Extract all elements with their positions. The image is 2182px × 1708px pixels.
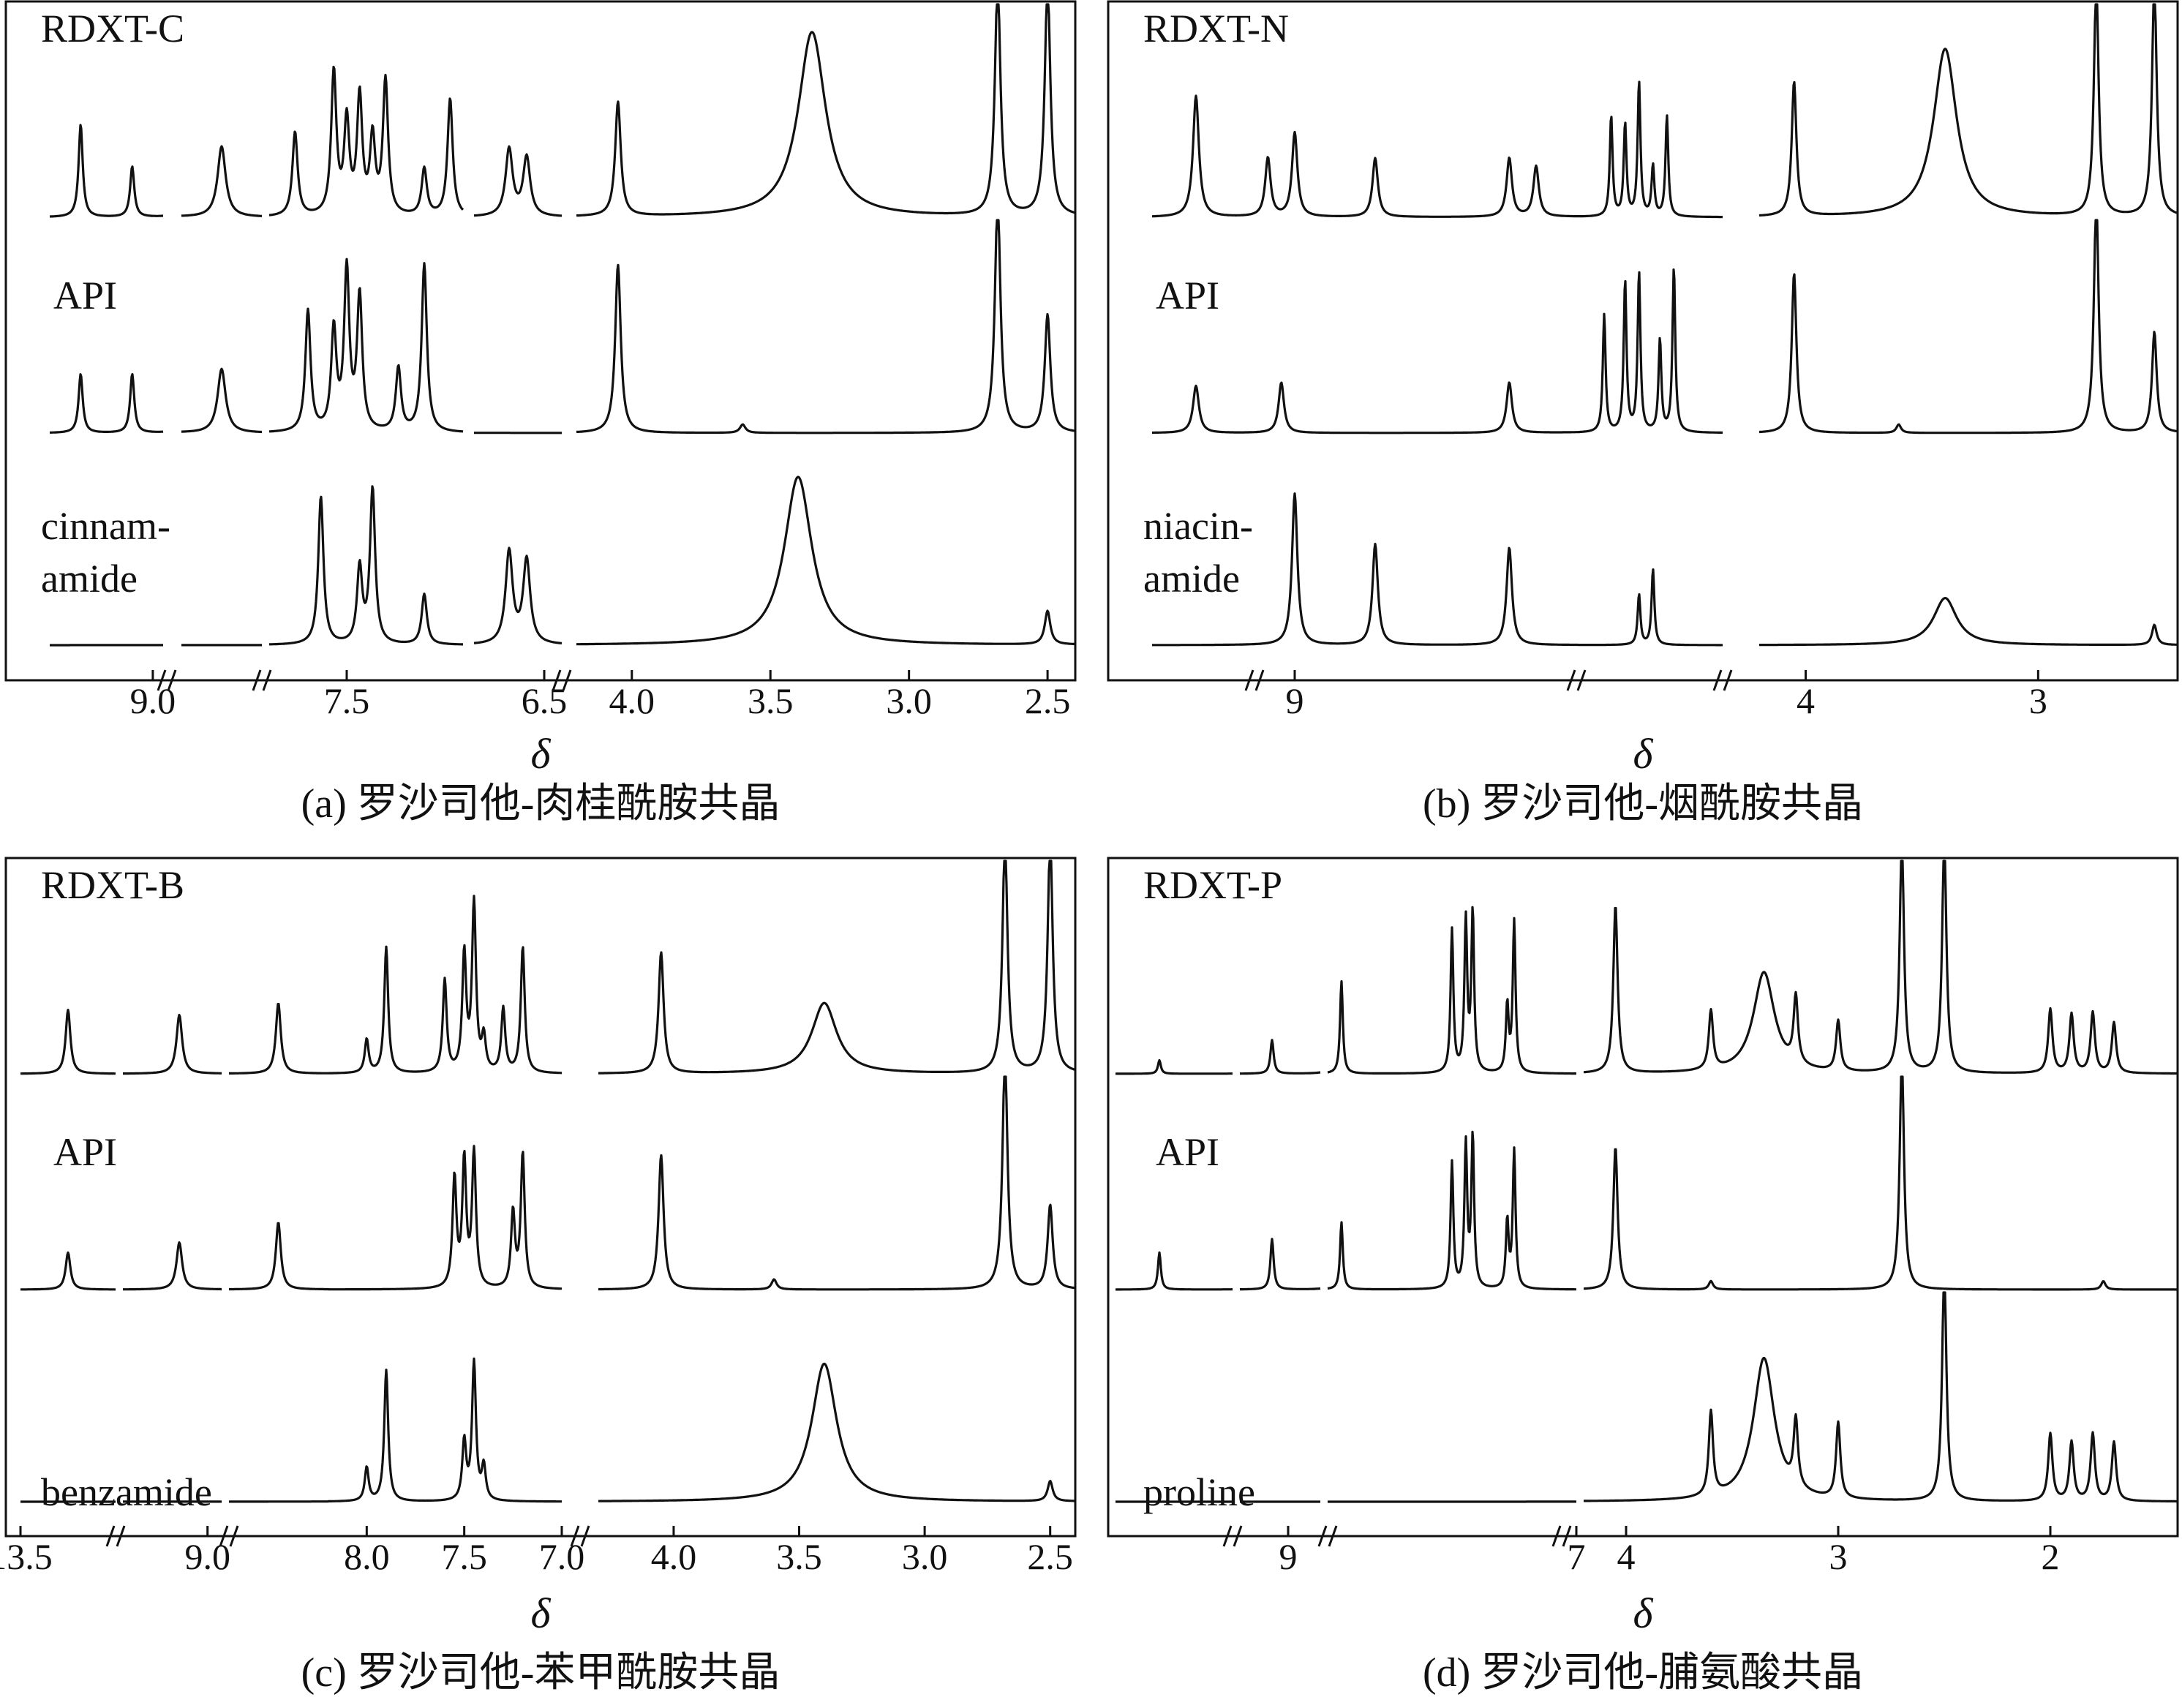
x-tick-label: 4 [1797, 680, 1815, 721]
x-tick-label: 9.0 [184, 1536, 230, 1577]
spectrum-trace-2 [49, 219, 1076, 434]
panel-d: RDXT-P API proline 2 3 47 9 δ (d) 罗沙司他-脯氨酸共晶 [1107, 857, 2179, 1696]
plot-area: RDXT-B API benzamide 13.5 9.0 8.0 7.5 7.0 4.0 3.5… [0, 859, 1076, 1577]
x-tick-label: 13.5 [0, 1536, 53, 1577]
spectrum-trace-2 [1115, 1075, 2178, 1291]
spectrum-trace-1 [20, 859, 1076, 1075]
x-tick-label: 6.5 [522, 680, 568, 721]
axis-break [552, 669, 572, 691]
series-label: RDXT-P [1143, 863, 1282, 907]
axis-break [1244, 669, 1265, 691]
x-tick-label: 7.0 [539, 1536, 585, 1577]
x-tick-label: 4 [1617, 1536, 1636, 1577]
spectrum-trace-2 [20, 1075, 1076, 1291]
x-tick-label: 4.0 [609, 680, 655, 721]
series-label: API [53, 1130, 117, 1174]
panel-caption: (b) 罗沙司他-烟酰胺共晶 [1423, 781, 1863, 827]
panel-a: RDXT-C API cinnam-amide 9.0 7.5 6.5 4.0 3.5 3.0 2… [4, 0, 1077, 827]
series-label: benzamide [41, 1470, 212, 1514]
axis-break [1222, 1525, 1243, 1547]
x-tick-label: 3.5 [776, 1536, 822, 1577]
series-label: RDXT-N [1143, 7, 1289, 50]
x-tick-label: 7.5 [441, 1536, 487, 1577]
axis-break [1551, 1525, 1572, 1547]
x-tick-label: 9 [1279, 1536, 1298, 1577]
axis-break [252, 669, 272, 691]
series-label: RDXT-C [41, 7, 184, 50]
series-label: cinnam- [41, 504, 170, 548]
series-label-cont: amide [41, 557, 138, 601]
x-axis-label: δ [531, 730, 552, 778]
x-tick-label: 2 [2042, 1536, 2060, 1577]
x-tick-label: 8.0 [344, 1536, 390, 1577]
series-label: RDXT-B [41, 863, 184, 907]
plot-frame [1107, 0, 2179, 682]
spectrum-trace-1 [1115, 859, 2178, 1075]
plot-area: RDXT-C API cinnam-amide 9.0 7.5 6.5 4.0 3.5 3.0 2… [41, 3, 1076, 721]
spectrum-trace-3 [1151, 492, 2178, 647]
spectrum-trace-3 [49, 475, 1076, 647]
x-tick-label: 4.0 [651, 1536, 697, 1577]
x-tick-label: 3 [1829, 1536, 1848, 1577]
spectrum-trace-1 [1151, 3, 2178, 219]
series-label: proline [1143, 1470, 1255, 1514]
x-tick-label: 2.5 [1025, 680, 1071, 721]
plot-frame [4, 857, 1077, 1538]
x-tick-label: 2.5 [1027, 1536, 1073, 1577]
series-label: API [1156, 1130, 1219, 1174]
panel-caption: (d) 罗沙司他-脯氨酸共晶 [1423, 1650, 1863, 1696]
plot-frame [4, 0, 1077, 682]
axis-break [1317, 1525, 1338, 1547]
panel-b: RDXT-N API niacin-amide 3 4 9 δ(b) 罗沙司他-烟酰胺共晶 [1107, 0, 2179, 827]
x-axis-label: δ [1633, 1590, 1654, 1637]
x-tick-label: 3.0 [886, 680, 932, 721]
x-tick-label: 7 [1568, 1536, 1586, 1577]
axis-break [105, 1525, 126, 1547]
plot-area: RDXT-N API niacin-amide 3 4 9 [1143, 3, 2178, 721]
plot-area: RDXT-P API proline 2 3 47 9 [1115, 859, 2178, 1577]
panel-caption: (a) 罗沙司他-肉桂酰胺共晶 [301, 781, 780, 827]
spectrum-trace-1 [49, 3, 1076, 218]
series-label: niacin- [1143, 504, 1253, 548]
x-tick-label: 3.0 [902, 1536, 948, 1577]
plot-frame [1107, 857, 2179, 1538]
axis-break [1566, 669, 1587, 691]
axis-break [570, 1525, 590, 1547]
x-tick-label: 3.5 [748, 680, 794, 721]
axis-break [1712, 669, 1733, 691]
series-label: API [53, 274, 117, 317]
x-tick-label: 9 [1286, 680, 1304, 721]
x-tick-label: 7.5 [324, 680, 370, 721]
axis-break [157, 669, 177, 691]
x-tick-label: 9.0 [130, 680, 176, 721]
panel-caption: (c) 罗沙司他-苯甲酰胺共晶 [301, 1650, 780, 1696]
axis-break [219, 1525, 239, 1547]
x-axis-label: δ [1633, 730, 1654, 778]
x-axis-label: δ [531, 1590, 552, 1637]
series-label-cont: amide [1143, 557, 1240, 601]
spectrum-trace-3 [1115, 1291, 2178, 1503]
spectrum-trace-2 [1151, 219, 2178, 434]
series-label: API [1156, 274, 1219, 317]
spectrum-trace-3 [20, 1357, 1076, 1503]
panel-c: RDXT-B API benzamide 13.5 9.0 8.0 7.5 7.0 4.0 3.5… [0, 857, 1077, 1696]
x-tick-label: 3 [2029, 680, 2047, 721]
